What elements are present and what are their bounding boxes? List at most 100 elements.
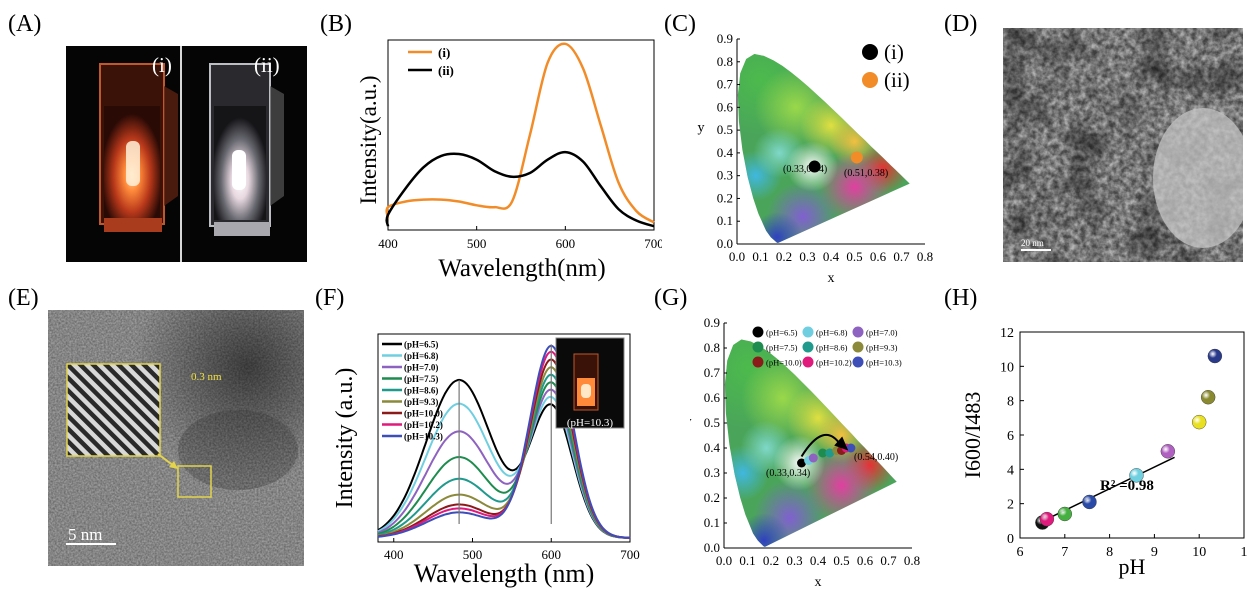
- cie-y-tick-label: 0.1: [704, 515, 720, 530]
- legend-label-f-2: (pH=7.0): [404, 363, 438, 373]
- panel-d-tem: 20 nm: [1003, 28, 1243, 262]
- x-tick-label-b: 700: [644, 236, 662, 251]
- cie-x-axis-label: x: [815, 575, 822, 590]
- scale-bar-e-label: 5 nm: [68, 525, 102, 544]
- cie-point-g-2: [808, 453, 818, 463]
- legend-label-g-7: (pH=10.2): [816, 358, 852, 368]
- x-tick-label-b: 500: [467, 236, 487, 251]
- cie-y-tick-label: 0.0: [717, 236, 733, 251]
- x-tick-label-h: 7: [1061, 545, 1068, 560]
- x-tick-label-h: 10: [1192, 545, 1206, 560]
- cie-x-tick-label: 0.4: [810, 553, 827, 568]
- chart-b-xlabel: Wavelength(nm): [438, 255, 605, 282]
- data-point-h-7: [1200, 390, 1216, 405]
- legend-marker-g-1: [802, 326, 814, 338]
- legend-label-b-ii: (ii): [438, 63, 454, 78]
- cie-x-tick-label: 0.7: [893, 249, 910, 264]
- chart-h: 0 2 4 6 8 10 12 6 7 8 9 10 1 R² =0.98 pH I600/I483: [960, 326, 1248, 579]
- fft-inset: [66, 363, 161, 457]
- y-tick-label-h: 8: [1007, 395, 1014, 410]
- cie-x-tick-label: 0.1: [739, 553, 755, 568]
- panel-label-e: (E): [8, 285, 39, 311]
- legend-label-g-3: (pH=7.5): [766, 343, 798, 353]
- legend-marker-c-i: [862, 44, 878, 60]
- x-tick-label-h: 1: [1241, 545, 1248, 560]
- panel-label-h: (H): [944, 285, 978, 311]
- cuvette-orange: [99, 63, 178, 232]
- y-tick-label-h: 6: [1007, 429, 1014, 444]
- series-line-f-8: [377, 344, 631, 539]
- inset-label-f: (pH=10.3): [567, 417, 614, 429]
- legend-marker-g-3: [752, 341, 764, 353]
- cie-x-tick-label: 0.7: [880, 553, 897, 568]
- cie-point-g-3: [818, 448, 828, 458]
- cie-x-tick-label: 0.1: [752, 249, 768, 264]
- scale-bar-d-label: 20 nm: [1021, 238, 1044, 248]
- legend-label-f-4: (pH=8.6): [404, 386, 438, 396]
- cie-y-tick-label: 0.3: [717, 168, 733, 183]
- legend-label-f-3: (pH=7.5): [404, 374, 438, 384]
- data-point-h-2: [1057, 506, 1073, 522]
- x-tick-label-f: 500: [463, 547, 483, 562]
- cie-x-tick-label: 0.3: [786, 553, 802, 568]
- legend-marker-g-4: [802, 341, 814, 353]
- data-point-h-6: [1191, 414, 1207, 430]
- data-point-h-8: [1207, 348, 1223, 364]
- x-tick-label-b: 600: [556, 236, 576, 251]
- cie-x-tick-label: 0.3: [799, 249, 815, 264]
- cie-x-axis-label: x: [828, 271, 835, 286]
- legend-marker-g-7: [802, 356, 814, 368]
- panel-e-hrtem: 0.3 nm 5 nm: [48, 310, 304, 566]
- cie-y-tick-label: 0.0: [704, 540, 720, 555]
- panel-label-f: (F): [315, 285, 345, 311]
- y-tick-label-h: 4: [1007, 463, 1014, 478]
- legend-label-g-2: (pH=7.0): [866, 328, 898, 338]
- chart-h-frame: [1019, 331, 1245, 539]
- legend-marker-g-6: [752, 356, 764, 368]
- data-point-h-1: [1039, 511, 1055, 527]
- legend-marker-c-ii: [862, 72, 878, 88]
- y-tick-label-h: 10: [1000, 360, 1014, 375]
- end-label-g: (0.54,0.40): [854, 452, 898, 463]
- point-label-c-i: (0.33,0.34): [783, 164, 827, 175]
- chart-f-ylabel: Intensity (a.u.): [332, 368, 358, 509]
- chart-h-ylabel: I600/I483: [960, 392, 985, 479]
- cie-y-tick-label: 0.6: [717, 99, 734, 114]
- legend-label-f-1: (pH=6.8): [404, 351, 438, 361]
- cie-x-tick-label: 0.8: [904, 553, 920, 568]
- panel-label-c: (C): [664, 11, 696, 37]
- y-tick-label-h: 12: [1000, 326, 1014, 341]
- photo-label-ii: (ii): [254, 53, 280, 77]
- cie-x-tick-label: 0.6: [857, 553, 874, 568]
- cie-y-tick-label: 0.8: [704, 340, 720, 355]
- panel-label-d: (D): [944, 11, 978, 37]
- cuvette-white: [209, 63, 284, 236]
- cie-y-tick-label: 0.1: [717, 213, 733, 228]
- x-tick-label-h: 6: [1017, 545, 1024, 560]
- series-line-b-1: [385, 150, 655, 228]
- cie-y-tick-label: 0.9: [704, 315, 720, 330]
- y-tick-label-h: 0: [1007, 532, 1014, 547]
- cie-x-tick-label: 0.2: [776, 249, 792, 264]
- cie-y-tick-label: 0.2: [704, 490, 720, 505]
- legend-label-f-0: (pH=6.5): [404, 340, 438, 350]
- photo-label-i: (i): [152, 53, 172, 77]
- legend-label-g-0: (pH=6.5): [766, 328, 798, 338]
- chart-h-xlabel: pH: [1119, 554, 1146, 579]
- data-point-h-5: [1160, 444, 1176, 459]
- legend-label-f-7: (pH=10.2): [404, 420, 443, 430]
- legend-label-g-4: (pH=8.6): [816, 343, 848, 353]
- point-label-c-ii: (0.51,0.38): [844, 168, 888, 179]
- legend-marker-g-2: [852, 326, 864, 338]
- chart-c: 0.0 0.1 0.2 0.3 0.4 0.5 0.6 0.7 0.8 0.0 0.1 0.2 0.3 0…: [698, 31, 934, 286]
- cie-y-tick-label: 0.8: [717, 54, 733, 69]
- cie-y-tick-label: 0.6: [704, 390, 721, 405]
- cie-y-tick-label: 0.2: [717, 190, 733, 205]
- data-point-h-3: [1082, 494, 1097, 510]
- legend-label-c-ii: (ii): [884, 68, 910, 92]
- cie-y-tick-label: 0.7: [704, 365, 721, 380]
- inset-photo-f: (pH=10.3): [555, 337, 625, 429]
- inset-arrow: [157, 453, 175, 467]
- legend-label-g-5: (pH=9.3): [866, 343, 898, 353]
- cie-point-g-8: [846, 443, 856, 453]
